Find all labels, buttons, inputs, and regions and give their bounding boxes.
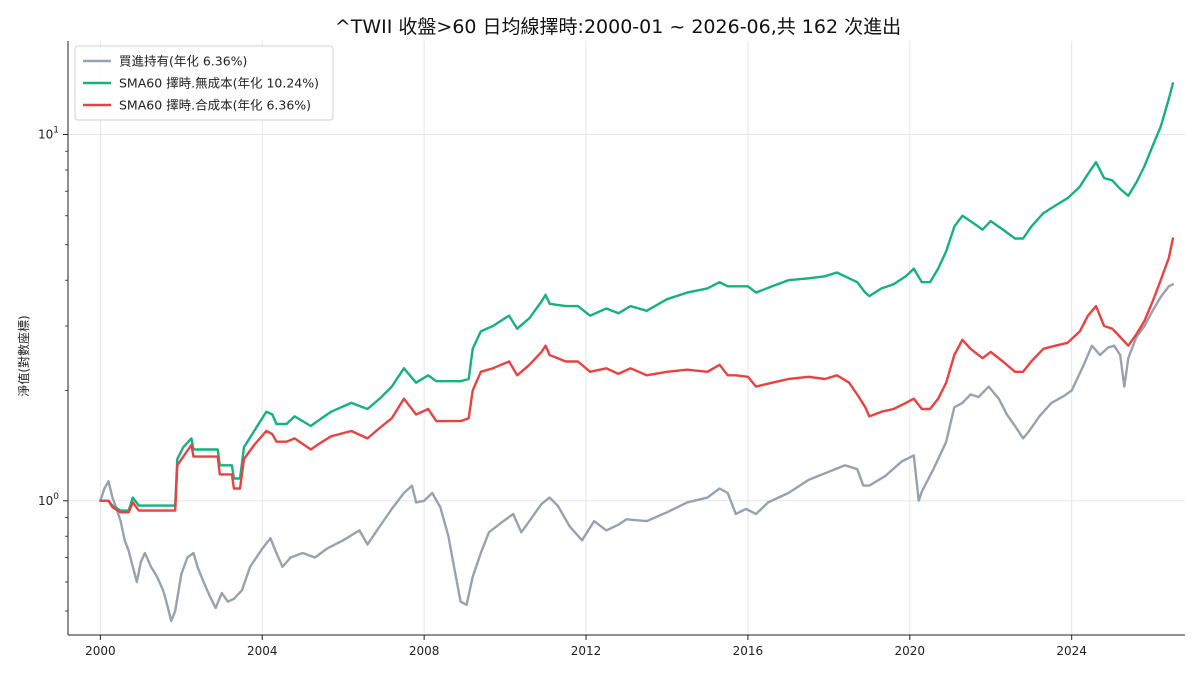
x-tick-label: 2012 [571, 644, 602, 658]
x-tick-label: 2016 [733, 644, 764, 658]
x-tick-label: 2000 [85, 644, 116, 658]
series-line-3 [99, 237, 1175, 514]
y-axis-label: 淨值(對數座標) [16, 315, 31, 396]
grid-lines [68, 41, 1185, 635]
series-lines [99, 82, 1175, 623]
series-line-2 [99, 82, 1175, 512]
y-tick-base: 10 [38, 127, 53, 141]
chart-title: ^TWII 收盤>60 日均線擇時:2000-01 ~ 2026-06,共 16… [335, 16, 901, 38]
x-tick-label: 2004 [247, 644, 278, 658]
series-line-1 [99, 283, 1175, 623]
legend-label: SMA60 擇時.合成本(年化 6.36%) [119, 98, 311, 113]
y-tick-base: 10 [38, 494, 53, 508]
y-tick-exponent: 0 [53, 492, 59, 502]
y-tick-label: 101 [38, 125, 59, 141]
x-tick-label: 2020 [895, 644, 926, 658]
legend-box [74, 45, 334, 121]
legend-label: 買進持有(年化 6.36%) [119, 54, 247, 69]
x-tick-label: 2024 [1056, 644, 1087, 658]
y-tick-label: 100 [38, 492, 59, 508]
legend: 買進持有(年化 6.36%) SMA60 擇時.無成本(年化 10.24%) SMA… [74, 45, 334, 121]
y-tick-exponent: 1 [53, 125, 59, 135]
x-tick-label: 2008 [409, 644, 440, 658]
legend-label: SMA60 擇時.無成本(年化 10.24%) [119, 76, 319, 91]
